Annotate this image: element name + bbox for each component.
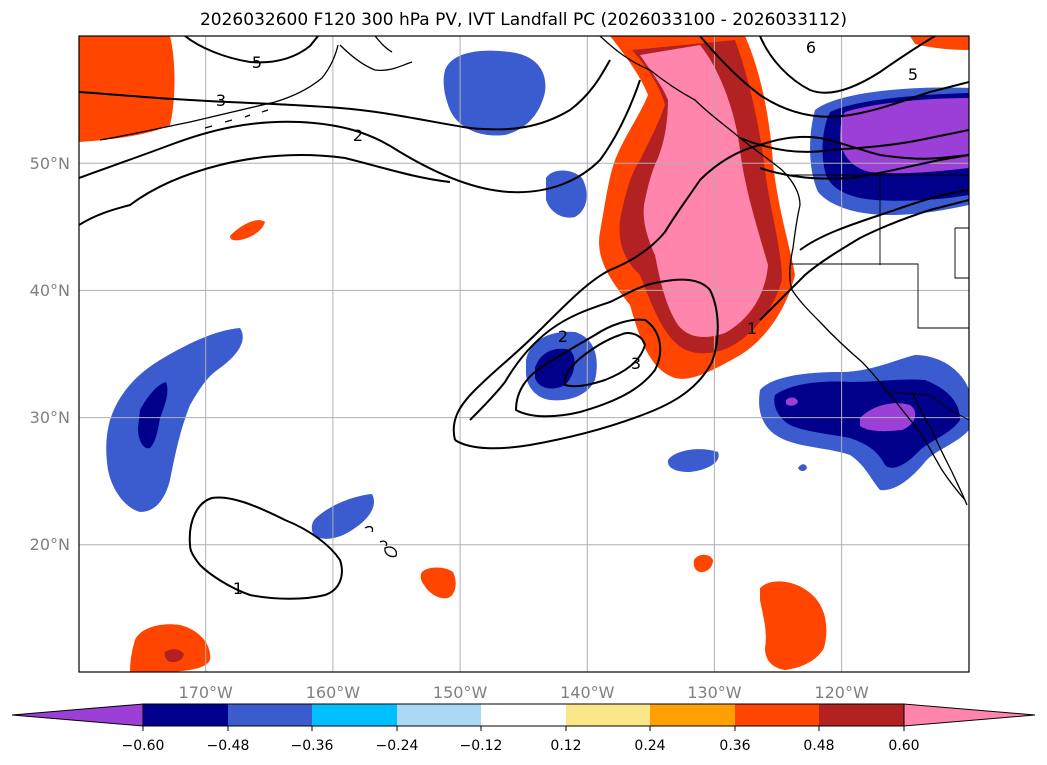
colorbar-tick-label: −0.48 — [207, 738, 250, 754]
lat-tick-label: 50°N — [30, 154, 70, 173]
colorbar-tick-label: −0.12 — [460, 738, 503, 754]
contour-label: 3 — [216, 91, 226, 110]
lat-tick-label: 30°N — [30, 408, 70, 427]
map-panel: 5 3 2 6 5 1 2 3 1 — [79, 36, 969, 672]
colorbar-swatch — [735, 704, 819, 726]
colorbar-tick-label: 0.24 — [634, 738, 665, 754]
colorbar-extend-min — [11, 703, 144, 727]
map-frame — [78, 35, 970, 673]
contour-label: 5 — [252, 53, 262, 72]
lat-tick-label: 20°N — [30, 535, 70, 554]
negative-anomaly-shading — [106, 50, 969, 539]
lon-tick-label: 170°W — [179, 683, 234, 702]
lat-tick-labels: 20°N 30°N 40°N 50°N — [30, 154, 70, 554]
contour-label: 1 — [747, 319, 757, 338]
colorbar-tick-label: 0.36 — [719, 738, 750, 754]
positive-anomaly-shading — [79, 36, 969, 672]
lon-tick-label: 120°W — [814, 683, 869, 702]
colorbar-tick-label: 0.12 — [550, 738, 581, 754]
colorbar-swatch — [397, 704, 481, 726]
lon-tick-label: 150°W — [433, 683, 488, 702]
contour-label: 1 — [233, 579, 243, 598]
colorbar-extend-max — [903, 703, 1036, 727]
colorbar-swatch — [819, 704, 904, 726]
colorbar-tick-label: 0.60 — [888, 738, 919, 754]
colorbar-swatch — [228, 704, 312, 726]
lon-tick-label: 160°W — [306, 683, 361, 702]
contour-label: 5 — [908, 65, 918, 84]
lon-tick-label: 130°W — [687, 683, 742, 702]
contour-lines — [79, 36, 969, 600]
contour-label: 2 — [558, 327, 568, 346]
lat-tick-label: 40°N — [30, 281, 70, 300]
colorbar-tick-label: −0.24 — [376, 738, 419, 754]
colorbar-tick-label: −0.60 — [122, 738, 165, 754]
colorbar-swatch — [481, 704, 566, 726]
colorbar-swatch — [143, 704, 228, 726]
contour-label: 3 — [631, 354, 641, 373]
map-title: 2026032600 F120 300 hPa PV, IVT Landfall… — [199, 10, 847, 30]
colorbar-tick-label: 0.48 — [803, 738, 834, 754]
colorbar-swatch — [566, 704, 650, 726]
colorbar-swatch — [650, 704, 735, 726]
colorbar: −0.60 −0.48 −0.36 −0.24 −0.12 0.12 0.24 … — [11, 703, 1036, 754]
colorbar-swatch — [312, 704, 397, 726]
contour-label: 6 — [806, 38, 816, 57]
lon-tick-label: 140°W — [560, 683, 615, 702]
colorbar-tick-label: −0.36 — [291, 738, 334, 754]
gridlines — [79, 36, 969, 672]
contour-label: 2 — [353, 126, 363, 145]
contour-labels: 5 3 2 6 5 1 2 3 1 — [216, 38, 918, 598]
lon-tick-labels: 170°W 160°W 150°W 140°W 130°W 120°W — [179, 683, 869, 702]
